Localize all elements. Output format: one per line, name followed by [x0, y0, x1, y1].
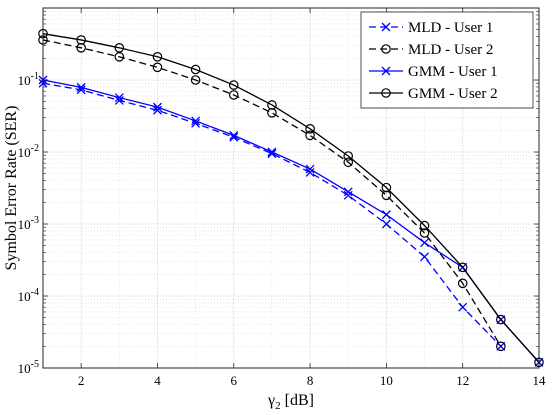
series-mld-user-2-marker — [190, 75, 201, 85]
legend-label: GMM - User 1 — [408, 64, 498, 80]
y-tick-label: 10-1 — [18, 71, 39, 88]
legend-marker — [381, 88, 391, 98]
series-mld-user-2-marker — [496, 341, 506, 352]
legend-label: MLD - User 2 — [408, 42, 493, 58]
series-mld-user-1-marker — [305, 167, 315, 177]
series-mld-user-1-marker — [191, 118, 201, 128]
series-mld-user-2-line — [42, 39, 502, 347]
series-gmm-user-2-marker — [457, 262, 468, 273]
x-tick-label: 6 — [231, 373, 238, 388]
series-gmm-user-1-marker — [343, 187, 353, 197]
legend-label: GMM - User 2 — [408, 86, 498, 102]
series-gmm-user-2-marker — [267, 100, 277, 110]
series-gmm-user-2-marker — [114, 43, 125, 53]
legend: MLD - User 1 MLD - User 2 GMM - User 1 GMM … — [360, 11, 534, 109]
series-gmm-user-1-marker — [114, 93, 124, 103]
series-gmm-user-2-marker — [419, 220, 430, 231]
y-tick-label: 10-3 — [18, 215, 39, 232]
x-tick-label: 10 — [380, 373, 393, 388]
legend-item: GMM - User 1 — [369, 64, 498, 80]
legend-item: MLD - User 1 — [369, 20, 493, 36]
legend-marker — [381, 44, 391, 54]
series-mld-user-2-marker — [419, 228, 430, 238]
x-tick-label: 12 — [456, 373, 469, 388]
x-axis-label-subscript: 2 — [275, 400, 281, 412]
series-mld-user-2-marker — [228, 90, 239, 100]
x-tick-label: 8 — [307, 373, 314, 388]
series-gmm-user-2 — [38, 28, 544, 368]
series-gmm-user-2-marker — [76, 35, 86, 45]
series-mld-user-2-marker — [381, 190, 392, 201]
series-gmm-user-1-marker — [267, 147, 277, 157]
y-tick-label: 10-5 — [18, 359, 39, 376]
series-gmm-user-2-marker — [228, 80, 239, 90]
series-gmm-user-1-marker — [381, 210, 391, 220]
y-tick-label: 10-4 — [18, 287, 39, 304]
x-axis-label-symbol: γ — [267, 392, 275, 409]
axis-ticks — [43, 8, 540, 369]
legend-item: MLD - User 2 — [369, 42, 493, 58]
series-mld-user-2-marker — [305, 130, 315, 141]
series-mld-user-2-marker — [152, 62, 163, 73]
series-gmm-user-1-marker — [420, 238, 429, 248]
series-gmm-user-1-marker — [305, 164, 315, 174]
tick-labels: 2 4 6 8 10 12 14 10-5 10-4 10-3 10-2 10-1 — [18, 71, 546, 388]
series-mld-user-2-marker — [457, 278, 468, 289]
series-gmm-user-1 — [38, 75, 544, 367]
x-tick-label: 14 — [533, 373, 547, 388]
series-mld-user-1-marker — [420, 252, 429, 262]
y-tick-label: 10-2 — [18, 143, 39, 160]
x-tick-label: 4 — [154, 373, 161, 388]
series-gmm-user-2-marker — [381, 182, 392, 193]
legend-marker — [381, 66, 391, 76]
y-axis-label: Symbol Error Rate (SER) — [3, 106, 20, 271]
legend-item: GMM - User 2 — [369, 86, 498, 102]
series-gmm-user-2-marker — [152, 52, 163, 62]
series-gmm-user-1-marker — [153, 102, 162, 112]
series-gmm-user-1-line — [42, 79, 540, 363]
x-axis-label: γ2 [dB] — [267, 392, 314, 412]
x-axis-label-unit: [dB] — [285, 392, 314, 409]
series-gmm-user-2-marker — [305, 124, 315, 134]
series-gmm-user-1-marker — [76, 82, 86, 92]
series-gmm-user-2-line — [42, 33, 540, 363]
legend-marker — [381, 22, 391, 32]
legend-label: MLD - User 1 — [408, 20, 493, 36]
series-gmm-user-2-marker — [190, 64, 201, 75]
x-tick-label: 2 — [78, 373, 85, 388]
series-gmm-user-1-marker — [191, 116, 201, 126]
series-gmm-user-1-marker — [229, 130, 239, 140]
plot-frame — [42, 7, 540, 369]
series-gmm-user-2-marker — [496, 314, 506, 325]
series-mld-user-1-marker — [458, 302, 468, 312]
series-mld-user-1-marker — [381, 219, 391, 229]
series-gmm-user-2-marker — [343, 151, 354, 161]
series-mld-user-2-marker — [343, 157, 354, 168]
